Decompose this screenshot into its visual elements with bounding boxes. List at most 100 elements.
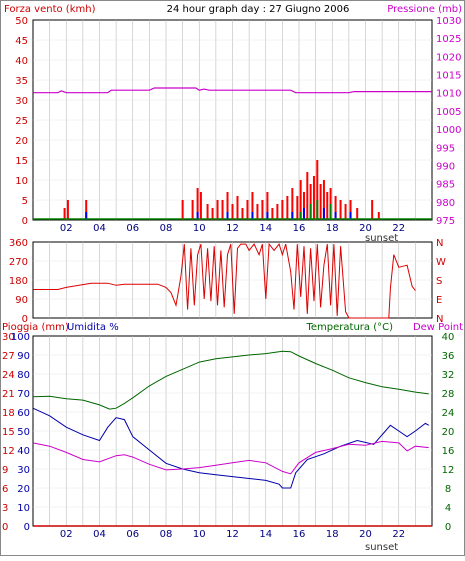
wind-gust-blue-bar [322,208,325,220]
wind-panel-x-tick-label: 02 [60,223,73,234]
wind-y-tick-label: 5 [22,196,28,207]
rain-y-tick-label: 27 [2,351,15,362]
pressure-y-tick-label: 995 [436,143,455,154]
humidity-y-tick-label: 70 [17,389,30,400]
rain-y-tick-label: 24 [2,370,15,381]
humidity-y-tick-label: 0 [24,522,30,533]
wind-bar [319,184,322,220]
wind-bar [334,196,337,220]
wind-y-tick-label: 35 [15,76,28,87]
direction-compass-label: E [436,295,442,306]
rain-y-tick-label: 12 [2,446,15,457]
wind-bar [271,208,274,220]
pressure-y-tick-label: 1000 [436,125,461,136]
rain-y-tick-label: 18 [2,408,15,419]
wind-bar [296,196,299,220]
sunset-note-bottom: sunset [365,542,398,553]
temperature-y-tick-label: 40 [442,332,455,343]
humidity-y-tick-label: 10 [17,503,30,514]
temperature-y-tick-label: 0 [445,522,451,533]
direction-compass-label: N [436,314,443,325]
rain-y-tick-label: 6 [2,484,8,495]
wind-bar [216,200,219,220]
humidity-axis-label: Umidita % [67,322,119,333]
climate-panel-x-tick-label: 16 [293,529,306,540]
pressure-y-tick-label: 1025 [436,34,461,45]
wind-gust-blue-bar [349,212,352,220]
wind-bar [312,176,315,220]
pressure-y-tick-label: 1005 [436,107,461,118]
sunset-note-top: sunset [365,233,398,244]
rain-y-tick-label: 30 [2,332,15,343]
temperature-y-tick-label: 28 [442,389,455,400]
pressure-line [33,87,432,94]
wind-y-tick-label: 20 [15,136,28,147]
wind-direction-panel: 360 N 270 W 180 S 90 E 0 N [9,238,446,325]
wind-panel-x-tick-label: 18 [326,223,339,234]
climate-panel-x-tick-label: 08 [160,529,173,540]
wind-gust-blue-bar [226,212,229,220]
direction-y-tick-label: 180 [9,276,28,287]
pressure-y-tick-label: 975 [436,216,455,227]
wind-bar [256,204,259,220]
humidity-line [32,407,429,489]
wind-bar [241,208,244,220]
wind-bar [377,212,380,220]
rain-y-tick-label: 15 [2,427,15,438]
wind-y-tick-label: 45 [15,36,28,47]
wind-bar [206,204,209,220]
wind-direction-line [33,242,416,319]
humidity-y-tick-label: 20 [17,484,30,495]
wind-gust-blue-bar [291,212,294,220]
wind-bar [276,204,279,220]
wind-bar [339,200,342,220]
wind-y-tick-label: 0 [22,216,28,227]
wind-bar [371,200,374,220]
pressure-y-tick-label: 1015 [436,71,461,82]
pressure-y-tick-label: 1010 [436,89,461,100]
wind-bar [246,200,249,220]
humidity-y-tick-label: 60 [17,408,30,419]
temperature-y-tick-label: 36 [442,351,455,362]
rain-y-tick-label: 9 [2,465,8,476]
pressure-y-tick-label: 990 [436,161,455,172]
direction-y-tick-label: 90 [15,295,28,306]
climate-panel-x-tick-label: 02 [60,529,73,540]
rain-y-tick-label: 3 [2,503,8,514]
wind-panel-x-tick-label: 16 [293,223,306,234]
climate-panel-x-tick-label: 04 [93,529,106,540]
pressure-y-tick-label: 1020 [436,52,461,63]
chart-title: 24 hour graph day : 27 Giugno 2006 [167,4,350,15]
wind-bar [322,180,325,220]
wind-bar [309,184,312,220]
wind-bar [306,172,309,220]
climate-panel-x-tick-label: 06 [126,529,139,540]
wind-bar [85,200,88,220]
wind-bar [221,200,224,220]
temperature-line [32,350,429,410]
wind-y-tick-label: 30 [15,96,28,107]
direction-compass-label: S [436,276,442,287]
climate-panel-x-tick-label: 18 [326,529,339,540]
wind-gust-blue-bar [196,212,199,220]
wind-bar [199,192,202,220]
wind-bar [349,200,352,220]
wind-bar [261,200,264,220]
wind-bar [191,200,194,220]
wind-bar [281,200,284,220]
wind-gust-blue-bar [334,212,337,220]
dewpoint-line [32,440,429,475]
wind-bar [266,192,269,220]
wind-panel-x-tick-label: 04 [93,223,106,234]
pressure-y-tick-label: 1030 [436,16,461,27]
wind-bar [251,192,254,220]
wind-bar [356,208,359,220]
wind-panel-x-tick-label: 12 [226,223,239,234]
wind-gust-green-bar [299,212,302,220]
wind-panel-x-tick-label: 22 [392,223,405,234]
wind-gust-blue-bar [302,208,305,220]
wind-bar [236,196,239,220]
wind-pressure-panel: 0510152025303540455097598098599099510001… [15,16,461,234]
